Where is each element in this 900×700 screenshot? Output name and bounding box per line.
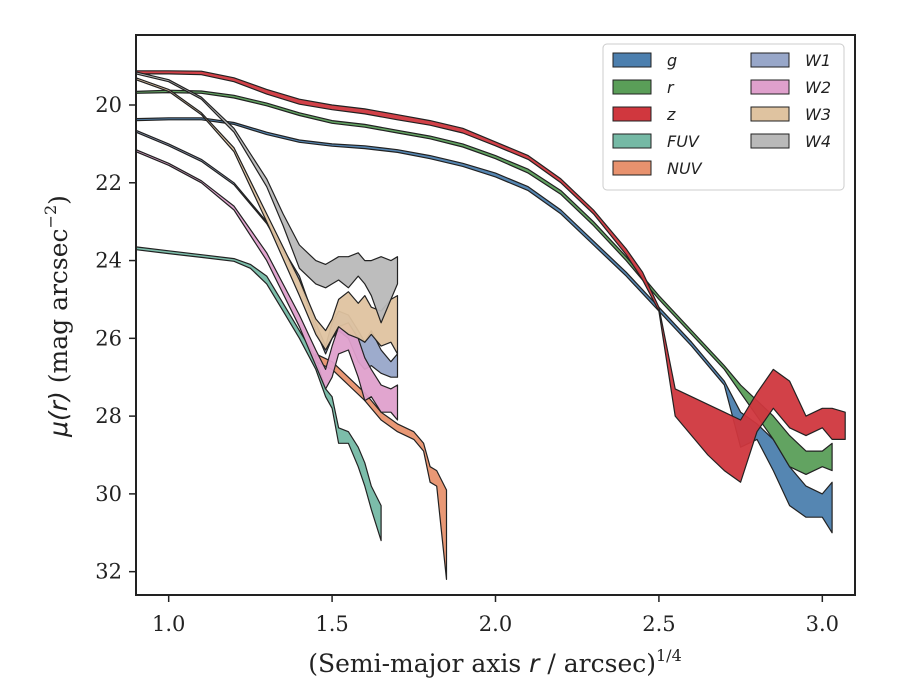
legend-label-fuv: FUV bbox=[667, 132, 700, 151]
legend-swatch-w2 bbox=[750, 79, 790, 95]
legend: grz FUV NUV W1 W2 W3 W4 bbox=[602, 43, 845, 191]
legend-swatch-w1 bbox=[750, 52, 790, 68]
band-z bbox=[136, 70, 846, 483]
x-tick-label: 3.0 bbox=[806, 612, 839, 636]
x-axis-label: (Semi-major axis r / arcsec)1/4 bbox=[308, 646, 682, 678]
legend-label-z: z bbox=[666, 105, 676, 124]
legend-label-w4: W4 bbox=[805, 132, 831, 151]
x-tick-label: 2.0 bbox=[479, 612, 512, 636]
axis-ticks: 1.0 1.5 2.0 2.5 3.0 20 22 24 26 28 30 32 bbox=[95, 93, 839, 636]
band-fuv bbox=[136, 246, 382, 542]
y-tick-label: 24 bbox=[95, 249, 122, 273]
legend-label-w3: W3 bbox=[805, 105, 831, 124]
y-axis-label: μ(r) (mag arcsec−2) bbox=[41, 195, 73, 438]
y-tick-label: 20 bbox=[95, 93, 122, 117]
x-tick-label: 2.5 bbox=[642, 612, 675, 636]
legend-label-nuv: NUV bbox=[667, 159, 703, 178]
legend-swatch-nuv bbox=[612, 160, 652, 176]
legend-swatch-w3 bbox=[750, 106, 790, 122]
legend-label-w2: W2 bbox=[805, 78, 831, 97]
band-w2 bbox=[136, 149, 399, 421]
legend-swatch-fuv bbox=[612, 133, 652, 149]
legend-swatch-r bbox=[612, 79, 652, 95]
y-tick-label: 26 bbox=[95, 326, 122, 350]
x-tick-label: 1.0 bbox=[152, 612, 185, 636]
profile-bands bbox=[136, 70, 846, 581]
y-tick-label: 32 bbox=[95, 560, 122, 584]
band-g bbox=[136, 117, 833, 534]
y-tick-label: 30 bbox=[95, 482, 122, 506]
legend-swatch-g bbox=[612, 52, 652, 68]
y-tick-label: 22 bbox=[95, 171, 122, 195]
legend-swatch-w4 bbox=[750, 133, 790, 149]
y-tick-label: 28 bbox=[95, 404, 122, 428]
legend-label-w1: W1 bbox=[805, 51, 831, 70]
band-nuv bbox=[315, 353, 448, 581]
band-w4 bbox=[136, 71, 399, 324]
legend-label-r: r bbox=[667, 78, 675, 97]
band-r bbox=[136, 89, 833, 475]
x-tick-label: 1.5 bbox=[315, 612, 348, 636]
band-w3 bbox=[136, 77, 399, 355]
legend-label-g: g bbox=[667, 51, 677, 70]
legend-swatch-z bbox=[612, 106, 652, 122]
